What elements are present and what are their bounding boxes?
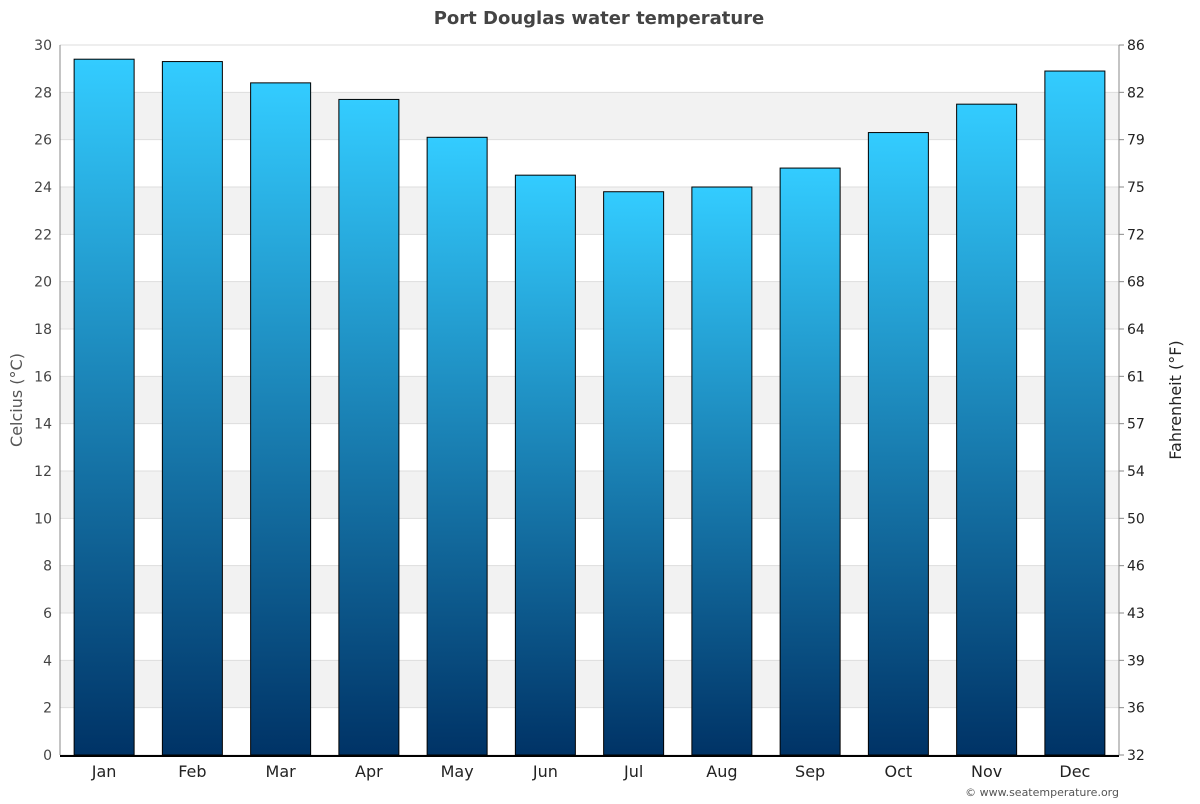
bar-may xyxy=(426,136,488,756)
y-tick-label-right: 57 xyxy=(1127,417,1145,433)
y-tick-label-right: 54 xyxy=(1127,464,1145,480)
y-axis-label-right: Fahrenheit (°F) xyxy=(1166,340,1185,459)
x-tick-label: Feb xyxy=(178,762,206,781)
x-tick-label: Jun xyxy=(532,762,558,781)
y-tick-label-right: 46 xyxy=(1127,559,1145,575)
y-tick-label-right: 68 xyxy=(1127,275,1145,291)
bar-jun xyxy=(514,174,576,756)
y-tick-label-left: 8 xyxy=(43,559,52,575)
x-tick-label: Nov xyxy=(971,762,1002,781)
grid-band xyxy=(60,471,1119,519)
bar-jan xyxy=(73,58,135,756)
y-tick-label-right: 50 xyxy=(1127,511,1145,527)
x-tick-label: Aug xyxy=(706,762,737,781)
bar-mar xyxy=(250,82,312,756)
y-tick-label-left: 16 xyxy=(34,369,52,385)
y-tick-label-right: 39 xyxy=(1127,653,1145,669)
y-tick-label-right: 79 xyxy=(1127,133,1145,149)
grid-band xyxy=(60,376,1119,424)
credit: © www.seatemperature.org xyxy=(965,786,1119,799)
y-tick-label-right: 32 xyxy=(1127,748,1145,764)
chart-title: Port Douglas water temperature xyxy=(434,8,765,29)
x-tick-label: Dec xyxy=(1059,762,1090,781)
y-tick-label-left: 26 xyxy=(34,133,52,149)
y-tick-label-left: 2 xyxy=(43,701,52,717)
bar-nov xyxy=(956,103,1018,756)
y-tick-label-right: 82 xyxy=(1127,85,1145,101)
bar-sep xyxy=(779,167,841,756)
y-tick-label-left: 28 xyxy=(34,85,52,101)
y-tick-label-left: 30 xyxy=(34,38,52,54)
y-tick-label-right: 64 xyxy=(1127,322,1145,338)
x-tick-label: Mar xyxy=(266,762,297,781)
y-tick-label-left: 20 xyxy=(34,275,52,291)
grid-band xyxy=(60,92,1119,140)
y-tick-label-right: 43 xyxy=(1127,606,1145,622)
y-tick-label-left: 12 xyxy=(34,464,52,480)
y-tick-label-right: 36 xyxy=(1127,701,1145,717)
bar-aug xyxy=(691,186,753,756)
y-tick-label-left: 14 xyxy=(34,417,52,433)
y-tick-label-left: 18 xyxy=(34,322,52,338)
bar-dec xyxy=(1044,70,1106,756)
y-tick-label-left: 22 xyxy=(34,227,52,243)
y-tick-label-right: 61 xyxy=(1127,369,1145,385)
grid-band xyxy=(60,565,1119,613)
y-tick-label-right: 86 xyxy=(1127,38,1145,54)
x-tick-label: May xyxy=(441,762,474,781)
grid-band xyxy=(60,660,1119,708)
bar-feb xyxy=(161,61,223,756)
grid-band xyxy=(60,281,1119,329)
y-tick-label-left: 6 xyxy=(43,606,52,622)
x-tick-label: Jul xyxy=(623,762,643,781)
x-tick-label: Jan xyxy=(91,762,117,781)
y-tick-label-left: 4 xyxy=(43,653,52,669)
y-tick-label-right: 75 xyxy=(1127,180,1145,196)
y-tick-label-right: 72 xyxy=(1127,227,1145,243)
y-tick-label-left: 0 xyxy=(43,748,52,764)
y-axis-label-left: Celcius (°C) xyxy=(7,353,26,447)
bar-apr xyxy=(338,98,400,756)
x-tick-label: Sep xyxy=(795,762,825,781)
x-tick-label: Apr xyxy=(355,762,383,781)
grid-band xyxy=(60,187,1119,235)
y-tick-label-left: 10 xyxy=(34,511,52,527)
y-tick-label-left: 24 xyxy=(34,180,52,196)
x-tick-label: Oct xyxy=(885,762,913,781)
bar-jul xyxy=(603,191,665,756)
bar-oct xyxy=(867,132,929,756)
